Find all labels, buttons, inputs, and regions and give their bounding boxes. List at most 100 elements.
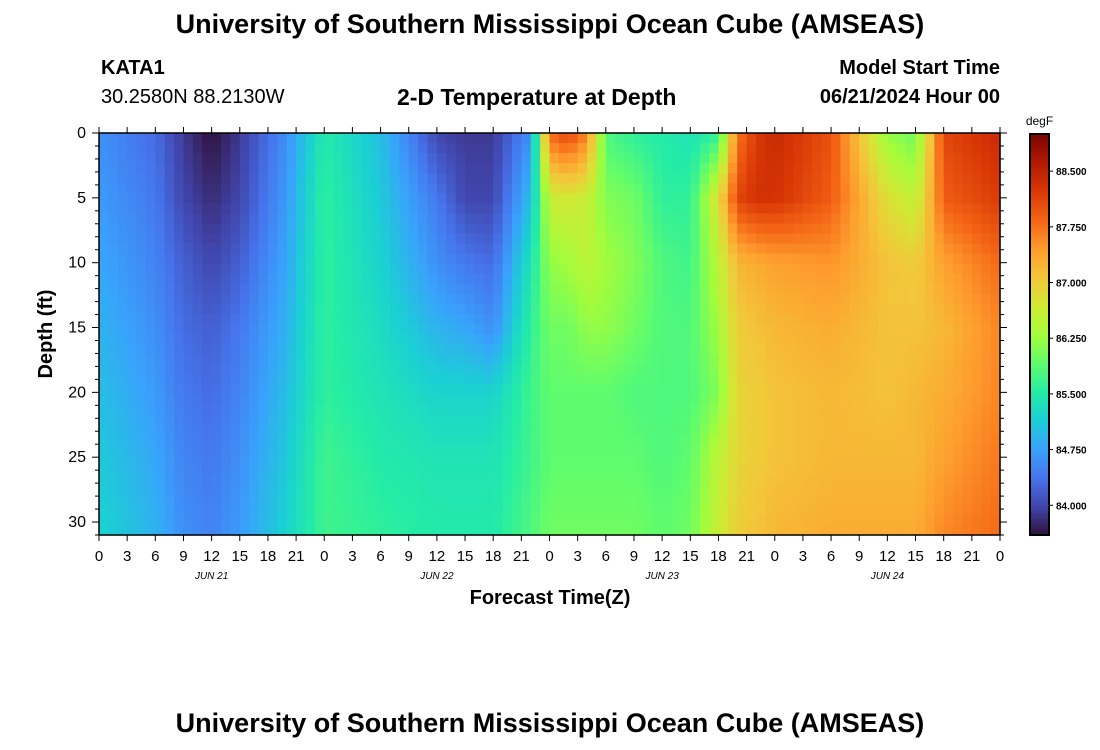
heatmap-cell [577, 213, 588, 225]
heatmap-cell [211, 484, 222, 496]
heatmap-cell [371, 153, 382, 164]
heatmap-cell [558, 414, 569, 426]
heatmap-cell [737, 133, 748, 144]
heatmap-cell [887, 283, 898, 295]
heatmap-cell [361, 163, 372, 174]
heatmap-cell [174, 374, 185, 385]
heatmap-cell [849, 334, 860, 345]
heatmap-cell [812, 223, 823, 235]
heatmap-cell [699, 334, 710, 345]
heatmap-cell [774, 364, 785, 375]
model-start-label: Model Start Time [839, 57, 1000, 79]
heatmap-cell [746, 253, 757, 265]
heatmap-cell [267, 173, 278, 184]
heatmap-cell [277, 233, 288, 245]
heatmap-cell [746, 203, 757, 214]
heatmap-cell [474, 173, 485, 184]
heatmap-cell [793, 183, 804, 194]
heatmap-cell [249, 243, 260, 255]
heatmap-cell [906, 334, 917, 345]
heatmap-cell [277, 394, 288, 405]
heatmap-cell [399, 283, 410, 295]
heatmap-cell [99, 173, 109, 184]
heatmap-cell [493, 143, 504, 154]
heatmap-cell [267, 303, 278, 315]
heatmap-cell [324, 484, 335, 496]
heatmap-cell [699, 153, 710, 164]
heatmap-cell [155, 273, 166, 285]
heatmap-cell [840, 183, 851, 194]
heatmap-cell [192, 414, 203, 426]
x-tick-label: 12 [429, 548, 446, 565]
heatmap-cell [352, 303, 363, 315]
heatmap-cell [399, 143, 410, 154]
heatmap-cell [558, 303, 569, 315]
heatmap-cell [221, 344, 231, 355]
heatmap-cell [192, 233, 203, 245]
heatmap-cell [511, 133, 522, 144]
heatmap-cell [849, 504, 860, 516]
heatmap-cell [380, 223, 391, 235]
heatmap-cell [371, 233, 382, 245]
heatmap-cell [737, 504, 748, 516]
heatmap-cell [615, 384, 626, 395]
heatmap-cell [408, 323, 419, 335]
heatmap-cell [267, 524, 278, 536]
heatmap-cell [136, 143, 147, 154]
heatmap-cell [202, 193, 213, 204]
heatmap-cell [202, 474, 213, 486]
heatmap-cell [943, 394, 954, 405]
heatmap-cell [221, 253, 231, 265]
heatmap-cell [633, 193, 644, 204]
heatmap-cell [802, 203, 813, 214]
heatmap-cell [643, 263, 654, 275]
heatmap-cell [737, 293, 748, 305]
heatmap-cell [746, 273, 757, 285]
heatmap-cell [502, 344, 513, 355]
heatmap-cell [530, 273, 541, 285]
heatmap-cell [802, 133, 813, 144]
heatmap-cell [436, 173, 447, 184]
heatmap-cell [465, 454, 476, 466]
heatmap-cell [812, 213, 823, 225]
heatmap-cell [540, 313, 551, 325]
heatmap-cell [718, 444, 729, 456]
heatmap-cell [530, 474, 541, 486]
heatmap-cell [249, 253, 260, 265]
heatmap-cell [192, 454, 203, 466]
heatmap-cell [221, 424, 231, 436]
heatmap-cell [183, 404, 194, 415]
heatmap-cell [117, 203, 128, 214]
heatmap-cell [380, 494, 391, 506]
heatmap-cell [530, 173, 541, 184]
heatmap-cell [305, 303, 316, 315]
heatmap-cell [117, 384, 128, 395]
heatmap-cell [239, 344, 250, 355]
heatmap-cell [680, 514, 691, 526]
heatmap-cell [821, 514, 832, 526]
heatmap-cell [962, 514, 973, 526]
heatmap-cell [277, 203, 288, 214]
heatmap-cell [699, 273, 710, 285]
heatmap-cell [371, 133, 382, 144]
heatmap-cell [812, 183, 823, 194]
heatmap-cell [511, 273, 522, 285]
heatmap-cell [549, 203, 560, 214]
heatmap-cell [587, 524, 598, 536]
heatmap-cell [446, 424, 457, 436]
heatmap-cell [418, 173, 429, 184]
heatmap-cell [371, 263, 382, 275]
heatmap-cell [558, 464, 569, 476]
heatmap-cell [127, 253, 138, 265]
heatmap-cell [249, 344, 260, 355]
heatmap-cell [840, 163, 851, 174]
heatmap-cell [192, 434, 203, 446]
heatmap-cell [483, 454, 494, 466]
heatmap-cell [765, 344, 776, 355]
heatmap-cell [953, 494, 964, 506]
heatmap-cell [389, 323, 400, 335]
heatmap-cell [267, 334, 278, 345]
heatmap-cell [962, 303, 973, 315]
heatmap-cell [877, 283, 888, 295]
heatmap-cell [277, 143, 288, 154]
